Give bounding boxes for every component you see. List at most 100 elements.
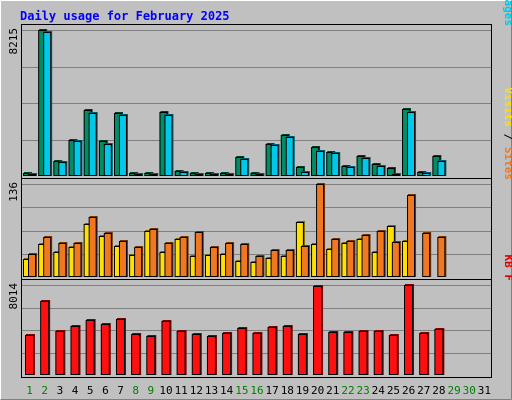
bar-files-day-21 <box>331 152 341 176</box>
bar-files-day-6 <box>103 143 113 176</box>
bar-files-day-8 <box>134 173 144 176</box>
bar-face <box>300 172 309 176</box>
series-side-label: Visits / Sites <box>502 87 512 180</box>
bar-kb-f-day-21 <box>328 331 339 375</box>
bar-face <box>225 243 234 277</box>
bar-files-day-15 <box>240 158 250 176</box>
chart-title: Daily usage for February 2025 <box>20 9 230 23</box>
bar-kb-f-day-8 <box>131 333 142 375</box>
bar-sites-day-20 <box>316 183 326 277</box>
bar-face <box>179 237 188 277</box>
bar-sites-day-9 <box>149 228 159 277</box>
bar-files-day-7 <box>118 114 128 176</box>
chart-panels: 8215 Hits / Files / Pages 136 Visits / Site… <box>7 0 512 378</box>
bar-files-day-13 <box>209 173 219 176</box>
bar-sites-day-2 <box>43 236 53 277</box>
x-tick-label-day-5: 5 <box>87 384 94 397</box>
bar-kb-f-day-5 <box>85 319 96 375</box>
bar-face <box>194 232 203 277</box>
bar-face <box>255 256 264 277</box>
bar-sites-day-14 <box>225 242 235 277</box>
x-tick-label-day-14: 14 <box>220 384 234 397</box>
bar-kb-f-day-13 <box>206 335 217 375</box>
bar-face <box>316 151 325 176</box>
bar-files-day-11 <box>179 171 189 176</box>
bar-face <box>422 233 431 277</box>
series-side-label: Hits / Files / Pages <box>502 0 512 26</box>
x-tick-label-day-17: 17 <box>266 384 279 397</box>
bar-face <box>149 229 158 277</box>
bar-face <box>43 237 52 277</box>
bar-sites-day-27 <box>422 232 432 277</box>
bar-kb-f-day-16 <box>252 332 263 375</box>
bar-face <box>179 172 188 176</box>
bar-files-day-26 <box>407 111 417 176</box>
bar-face <box>361 158 370 176</box>
bar-kb-f-day-20 <box>313 285 324 375</box>
bar-face <box>434 329 444 375</box>
bar-files-day-25 <box>391 173 401 176</box>
bar-face <box>331 153 340 176</box>
bar-files-day-28 <box>437 160 447 176</box>
bar-face <box>404 285 414 375</box>
bar-face <box>115 319 125 375</box>
bar-sites-day-12 <box>194 231 204 277</box>
x-tick-label-day-3: 3 <box>57 384 64 397</box>
bar-sites-day-5 <box>88 216 98 277</box>
bar-face <box>194 174 203 176</box>
bar-kb-f-day-26 <box>404 284 415 375</box>
bar-face <box>103 144 112 176</box>
x-tick-label-day-12: 12 <box>190 384 203 397</box>
bar-face <box>237 328 247 375</box>
bar-face <box>437 161 446 176</box>
x-tick-label-day-20: 20 <box>311 384 324 397</box>
bar-face <box>361 235 370 277</box>
bar-sites-day-23 <box>361 234 371 277</box>
bar-face <box>73 141 82 176</box>
bar-kb-f-day-17 <box>267 326 278 375</box>
bar-face <box>209 174 218 176</box>
bar-face <box>118 115 127 176</box>
x-tick-label-day-15: 15 <box>235 384 248 397</box>
bar-kb-f-day-18 <box>282 325 293 375</box>
bar-kb-f-day-2 <box>40 300 51 375</box>
bar-face <box>297 334 307 375</box>
bar-face <box>161 321 171 375</box>
bar-kb-f-day-7 <box>115 318 126 375</box>
bar-kb-f-day-15 <box>237 327 248 375</box>
bar-face <box>134 247 143 277</box>
bar-face <box>270 250 279 277</box>
x-tick-label-day-27: 27 <box>417 384 430 397</box>
bar-sites-day-24 <box>376 230 386 277</box>
bar-face <box>28 174 36 176</box>
bar-kb-f-day-19 <box>297 333 308 375</box>
bar-face <box>164 243 173 277</box>
bar-face <box>391 242 400 277</box>
bar-face <box>70 326 80 375</box>
bar-sites-day-25 <box>391 241 401 277</box>
bar-files-day-5 <box>88 112 98 176</box>
bar-sites-day-3 <box>58 242 68 277</box>
bar-kb-f-day-6 <box>100 323 111 375</box>
x-tick-label-day-6: 6 <box>102 384 109 397</box>
bar-face <box>40 301 50 375</box>
bar-kb-f-day-22 <box>343 331 354 375</box>
bar-face <box>103 233 112 277</box>
x-tick-label-day-29: 29 <box>447 384 460 397</box>
bar-files-day-27 <box>422 172 432 176</box>
bar-face <box>58 162 67 176</box>
bar-face <box>358 331 368 375</box>
bar-sites-day-17 <box>270 249 280 277</box>
bar-sites-day-6 <box>103 232 113 277</box>
bar-face <box>270 145 279 176</box>
bar-sites-day-22 <box>346 240 356 277</box>
bar-kb-f-day-10 <box>161 320 172 375</box>
x-tick-label-day-26: 26 <box>402 384 415 397</box>
x-tick-label-day-7: 7 <box>117 384 124 397</box>
bar-face <box>407 195 416 277</box>
bar-face <box>146 336 156 375</box>
bar-face <box>300 246 309 277</box>
bar-kb-f-day-23 <box>358 330 369 375</box>
bar-files-day-12 <box>194 173 204 176</box>
bar-face <box>346 167 355 176</box>
